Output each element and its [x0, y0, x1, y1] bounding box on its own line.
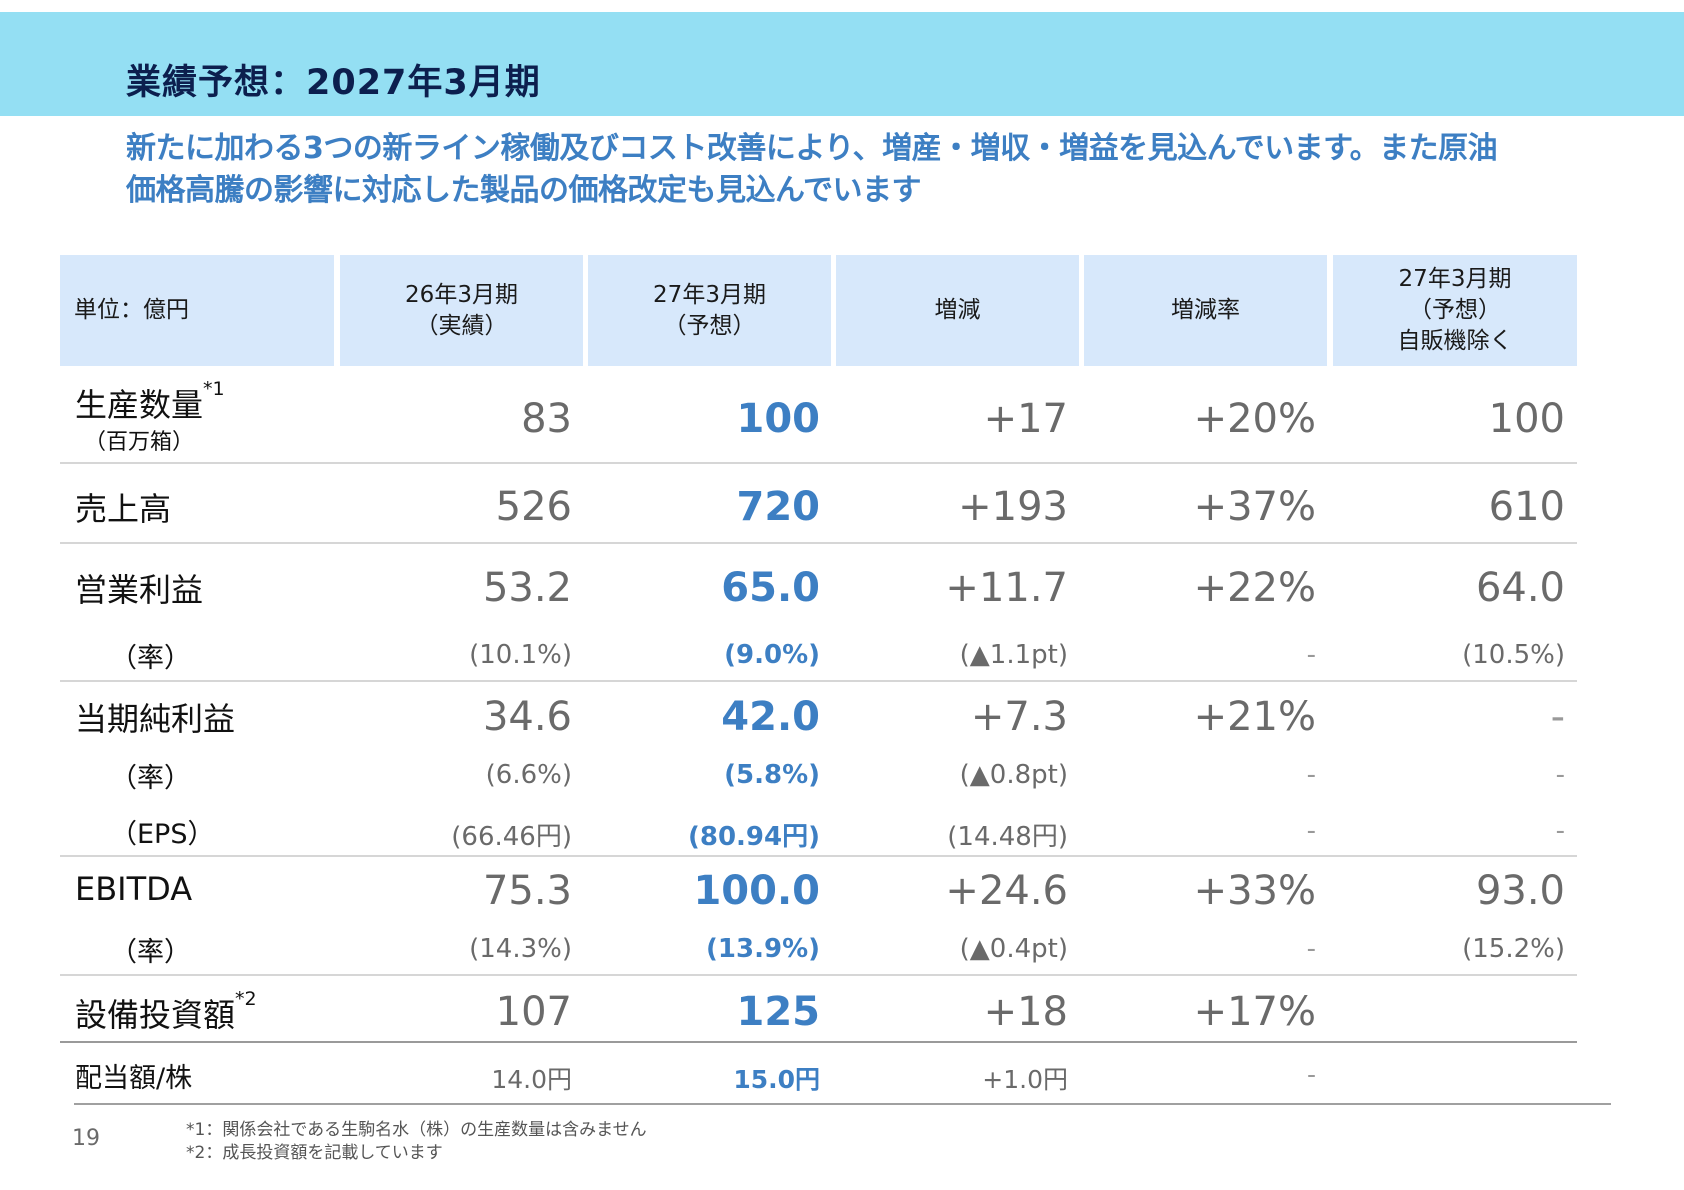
row-divider	[60, 542, 1577, 544]
cell-ni-margin-fy26: (6.6%)	[485, 760, 572, 790]
cell-ebitda-change: +24.6	[945, 868, 1068, 914]
row-label-op-margin: （率）	[110, 643, 191, 674]
cell-production-fy26: 83	[521, 396, 572, 442]
header-excl-line3: 自販機除く	[1397, 328, 1513, 354]
summary-line-2: 価格高騰の影響に対応した製品の価格改定も見込んでいます	[126, 173, 922, 208]
header-unit: 単位：億円	[60, 255, 334, 366]
cell-capex-fy27: 125	[736, 989, 821, 1035]
page-title: 業績予想：2027年3月期	[126, 63, 541, 103]
cell-op-rate: +22%	[1193, 565, 1316, 611]
cell-ebitda-margin-fy26: (14.3%)	[469, 934, 572, 964]
summary-line-1: 新たに加わる3つの新ライン稼働及びコスト改善により、増産・増収・増益を見込んでい…	[126, 131, 1498, 166]
row-label-sales: 売上高	[75, 490, 172, 528]
cell-sales-excl: 610	[1488, 484, 1565, 530]
cell-op-excl: 64.0	[1475, 565, 1565, 611]
cell-ebitda-fy27: 100.0	[693, 868, 820, 914]
cell-ni-margin-excl: -	[1555, 760, 1565, 790]
cell-capex-rate: +17%	[1193, 989, 1316, 1035]
cell-eps-rate: -	[1306, 816, 1316, 846]
cell-production-excl: 100	[1488, 396, 1565, 442]
cell-dividend-rate: -	[1306, 1060, 1316, 1089]
header-change: 増減	[836, 255, 1079, 366]
cell-op-margin-fy26: (10.1%)	[469, 640, 572, 670]
row-divider	[60, 462, 1577, 464]
footer-divider	[74, 1103, 1611, 1105]
row-divider	[60, 974, 1577, 976]
header-change-label: 増減	[934, 297, 981, 323]
cell-capex-change: +18	[983, 989, 1068, 1035]
row-label-dividend: 配当額/株	[75, 1063, 193, 1094]
header-fy26-line1: 26年3月期	[405, 281, 518, 308]
row-label-eps: （EPS）	[110, 819, 215, 850]
cell-op-fy26: 53.2	[482, 565, 572, 611]
row-unit-production: （百万箱）	[84, 430, 195, 455]
header-fy27-excl-vending: 27年3月期 （予想） 自販機除く	[1333, 255, 1577, 366]
cell-production-rate: +20%	[1193, 396, 1316, 442]
row-divider	[60, 855, 1577, 857]
cell-eps-excl: -	[1555, 816, 1565, 846]
row-label-ebitda: EBITDA	[75, 870, 193, 908]
page-number: 19	[72, 1126, 100, 1151]
cell-eps-fy26: (66.46円)	[451, 822, 572, 852]
cell-sales-change: +193	[958, 484, 1068, 530]
cell-dividend-change: +1.0円	[982, 1065, 1068, 1094]
title-banner: 業績予想：2027年3月期	[0, 12, 1684, 116]
row-label-net-income: 当期純利益	[75, 700, 236, 738]
cell-capex-fy26: 107	[495, 989, 572, 1035]
header-change-rate: 増減率	[1084, 255, 1327, 366]
cell-eps-change: (14.48円)	[947, 822, 1068, 852]
row-label-capex: 設備投資額*2	[75, 988, 257, 1034]
row-divider	[60, 680, 1577, 682]
cell-ni-change: +7.3	[970, 694, 1068, 740]
header-fy27-line2: （予想）	[663, 312, 756, 339]
cell-dividend-fy27: 15.0円	[733, 1065, 820, 1094]
cell-ebitda-margin-fy27: (13.9%)	[706, 934, 820, 964]
header-excl-line2: （予想）	[1409, 297, 1501, 323]
row-divider-strong	[60, 1041, 1577, 1043]
cell-ebitda-margin-excl: (15.2%)	[1462, 934, 1565, 964]
row-label-production: 生産数量*1	[75, 378, 225, 424]
cell-ebitda-fy26: 75.3	[482, 868, 572, 914]
header-excl-line1: 27年3月期	[1398, 266, 1512, 292]
row-label-operating-profit: 営業利益	[75, 571, 204, 609]
header-fy26-line2: （実績）	[415, 312, 508, 339]
cell-ebitda-rate: +33%	[1193, 868, 1316, 914]
header-fy26-actual: 26年3月期 （実績）	[340, 255, 583, 366]
cell-sales-fy26: 526	[495, 484, 572, 530]
cell-op-fy27: 65.0	[721, 565, 820, 611]
header-fy27-line1: 27年3月期	[653, 281, 766, 308]
cell-op-change: +11.7	[945, 565, 1068, 611]
cell-ni-fy26: 34.6	[482, 694, 572, 740]
cell-op-margin-excl: (10.5%)	[1462, 640, 1565, 670]
cell-ni-excl: -	[1550, 694, 1565, 740]
cell-op-margin-fy27: (9.0%)	[724, 640, 820, 670]
cell-ebitda-margin-rate: -	[1306, 934, 1316, 964]
cell-ni-margin-rate: -	[1306, 760, 1316, 790]
cell-ni-margin-change: (▲0.8pt)	[959, 760, 1068, 790]
cell-production-change: +17	[983, 396, 1068, 442]
cell-sales-fy27: 720	[736, 484, 821, 530]
cell-ebitda-margin-change: (▲0.4pt)	[959, 934, 1068, 964]
cell-op-margin-rate: -	[1306, 640, 1316, 670]
cell-sales-rate: +37%	[1193, 484, 1316, 530]
cell-ebitda-excl: 93.0	[1475, 868, 1565, 914]
cell-dividend-fy26: 14.0円	[491, 1065, 572, 1094]
cell-ni-fy27: 42.0	[721, 694, 820, 740]
footnote-mark-2: *2	[235, 988, 257, 1010]
footnote-2: *2：成長投資額を記載しています	[186, 1143, 443, 1163]
cell-production-fy27: 100	[736, 396, 821, 442]
footnote-1: *1：関係会社である生駒名水（株）の生産数量は含みません	[186, 1120, 647, 1140]
cell-op-margin-change: (▲1.1pt)	[959, 640, 1068, 670]
footnote-mark-1: *1	[203, 378, 225, 400]
cell-ni-rate: +21%	[1193, 694, 1316, 740]
header-fy27-forecast: 27年3月期 （予想）	[588, 255, 831, 366]
row-label-ni-margin: （率）	[110, 763, 191, 794]
cell-eps-fy27: (80.94円)	[687, 822, 820, 852]
cell-ni-margin-fy27: (5.8%)	[724, 760, 820, 790]
unit-label: 単位：億円	[74, 297, 189, 323]
row-label-ebitda-margin: （率）	[110, 937, 191, 968]
summary-text: 新たに加わる3つの新ライン稼働及びコスト改善により、増産・増収・増益を見込んでい…	[126, 128, 1606, 212]
header-change-rate-label: 増減率	[1171, 297, 1240, 323]
